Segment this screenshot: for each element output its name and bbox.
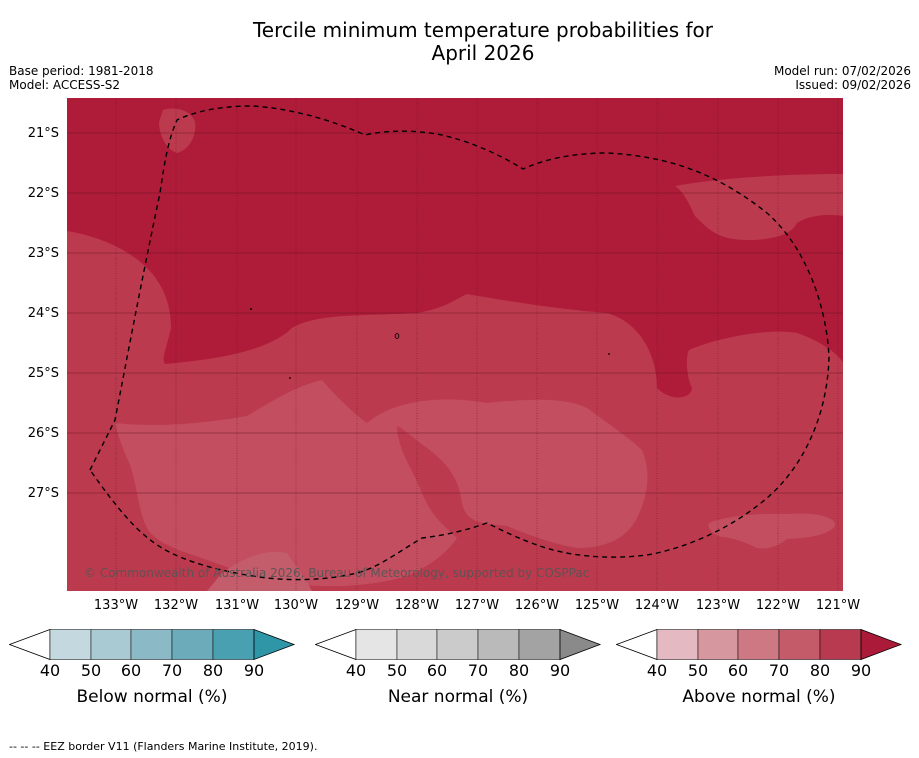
map-svg xyxy=(67,98,843,591)
map-region-light xyxy=(115,380,648,587)
island-2 xyxy=(394,333,400,339)
lat-label: 27°S xyxy=(27,486,59,501)
colorbar-seg xyxy=(697,629,739,660)
colorbar-seg xyxy=(9,629,51,661)
map-region-pale xyxy=(207,551,312,591)
colorbar-title: Near normal (%) xyxy=(387,687,529,707)
colorbar-tick: 50 xyxy=(386,661,408,680)
lon-label: 132°W xyxy=(153,598,199,613)
colorbar-seg xyxy=(778,629,821,660)
lon-label: 133°W xyxy=(93,598,139,613)
colorbar-seg xyxy=(396,629,438,660)
colorbar-seg xyxy=(436,629,479,660)
lat-label: 21°S xyxy=(27,126,59,141)
lon-label: 122°W xyxy=(755,598,801,613)
map-region-light-br xyxy=(708,513,836,549)
colorbar-seg xyxy=(656,629,699,660)
title-line-2: April 2026 xyxy=(431,41,535,65)
colorbar-seg xyxy=(860,629,903,661)
colorbar-seg xyxy=(315,629,357,661)
colorbar-tick: 60 xyxy=(426,661,448,680)
colorbar-seg xyxy=(49,629,92,660)
colorbar-tick: 70 xyxy=(768,661,790,680)
eez-footnote: -- -- -- EEZ border V11 (Flanders Marine… xyxy=(9,740,318,753)
colorbar-seg xyxy=(477,629,520,660)
colorbar-seg xyxy=(212,629,255,660)
colorbar-tick: 40 xyxy=(345,661,367,680)
colorbar-seg xyxy=(737,629,780,660)
eez-border xyxy=(89,105,830,581)
colorbar-tick: 80 xyxy=(508,661,530,680)
lon-label: 127°W xyxy=(454,598,500,613)
colorbar-seg xyxy=(171,629,214,660)
colorbar-tick: 70 xyxy=(467,661,489,680)
colorbar-tick: 80 xyxy=(809,661,831,680)
metadata-left: Base period: 1981-2018 Model: ACCESS-S2 xyxy=(9,64,154,92)
island-3 xyxy=(289,377,291,379)
island-1 xyxy=(250,308,252,310)
colorbar-below-swatches xyxy=(9,629,296,661)
chart-title: Tercile minimum temperature probabilitie… xyxy=(0,19,919,65)
colorbar-title: Below normal (%) xyxy=(76,687,228,707)
colorbar-tick: 50 xyxy=(687,661,709,680)
colorbar-tick: 80 xyxy=(202,661,224,680)
lat-label: 26°S xyxy=(27,426,59,441)
lon-label: 128°W xyxy=(394,598,440,613)
lon-label: 123°W xyxy=(695,598,741,613)
map-region-mid-blob xyxy=(701,411,735,429)
colorbar-title: Above normal (%) xyxy=(682,687,836,707)
map-region-mid-tl xyxy=(159,108,196,153)
lat-label: 25°S xyxy=(27,366,59,381)
lat-label: 23°S xyxy=(27,246,59,261)
colorbar-seg xyxy=(616,629,658,661)
colorbar-above-swatches xyxy=(616,629,903,661)
colorbar-tick: 60 xyxy=(120,661,142,680)
issued-date: Issued: 09/02/2026 xyxy=(795,78,911,92)
lon-label: 121°W xyxy=(815,598,861,613)
colorbar-tick: 90 xyxy=(549,661,571,680)
colorbar-tick: 70 xyxy=(161,661,183,680)
colorbar-seg xyxy=(130,629,173,660)
base-period: Base period: 1981-2018 xyxy=(9,64,154,78)
colorbar-tick: 40 xyxy=(646,661,668,680)
colorbar-tick: 40 xyxy=(39,661,61,680)
lon-label: 126°W xyxy=(514,598,560,613)
lon-label: 131°W xyxy=(214,598,260,613)
colorbar-seg xyxy=(819,629,862,660)
colorbar-tick: 90 xyxy=(850,661,872,680)
metadata-right: Model run: 07/02/2026 Issued: 09/02/2026 xyxy=(774,64,911,92)
colorbar-seg xyxy=(355,629,398,660)
colorbar-near-swatches xyxy=(315,629,602,661)
colorbar-tick: 60 xyxy=(727,661,749,680)
lon-label: 125°W xyxy=(574,598,620,613)
colorbar-tick: 50 xyxy=(80,661,102,680)
graticule xyxy=(115,98,839,591)
colorbar-seg xyxy=(253,629,296,661)
lat-label: 22°S xyxy=(27,186,59,201)
lon-label: 124°W xyxy=(634,598,680,613)
colorbar-tick: 90 xyxy=(243,661,265,680)
model-run: Model run: 07/02/2026 xyxy=(773,64,911,78)
model-name: Model: ACCESS-S2 xyxy=(9,78,121,92)
colorbar-seg xyxy=(559,629,602,661)
lon-label: 129°W xyxy=(334,598,380,613)
probability-map[interactable] xyxy=(67,98,843,591)
colorbar-seg xyxy=(90,629,132,660)
lon-label: 130°W xyxy=(273,598,319,613)
title-line-1: Tercile minimum temperature probabilitie… xyxy=(252,18,714,42)
island-4 xyxy=(608,353,610,355)
latitude-lines xyxy=(67,132,843,494)
lat-label: 24°S xyxy=(27,306,59,321)
copyright-notice: © Commonwealth of Australia 2026, Bureau… xyxy=(84,566,590,580)
colorbar-seg xyxy=(518,629,561,660)
